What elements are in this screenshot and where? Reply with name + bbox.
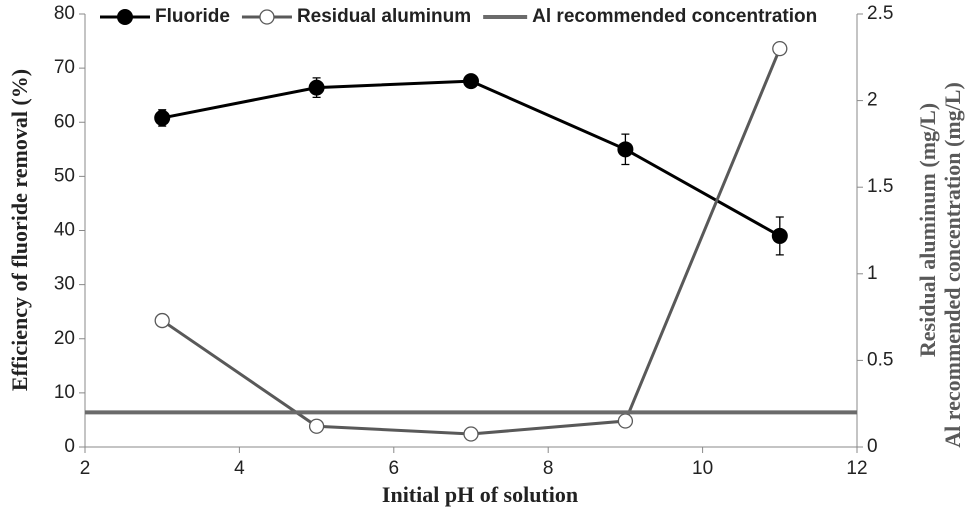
x-tick-label: 2 (80, 458, 91, 479)
y-tick-label: 80 (54, 3, 75, 24)
marker (308, 79, 325, 96)
y2-tick-label: 2 (867, 90, 878, 111)
y-tick-label: 0 (64, 436, 75, 457)
marker (154, 312, 170, 329)
x-tick-label: 8 (543, 458, 554, 479)
y2-axis-title: Al recommended concentration (mg/L) (940, 82, 965, 448)
y2-tick-label: 1.5 (867, 176, 893, 197)
x-tick-label: 12 (846, 458, 867, 479)
y-tick-label: 60 (54, 111, 75, 132)
y2-tick-label: 1 (867, 263, 878, 284)
y-tick-label: 20 (54, 328, 75, 349)
marker (308, 418, 325, 434)
legend-label: Residual aluminum (297, 6, 471, 27)
marker (617, 413, 634, 429)
y-tick-label: 50 (54, 165, 75, 186)
y2-tick-label: 0 (867, 436, 878, 457)
y-tick-label: 30 (54, 274, 75, 295)
legend-swatch (259, 9, 275, 25)
y2-axis-title: Residual aluminum (mg/L) (915, 103, 940, 357)
x-tick-label: 6 (389, 458, 400, 479)
marker (463, 426, 479, 442)
x-tick-label: 10 (692, 458, 713, 479)
y2-tick-label: 2.5 (867, 3, 893, 24)
marker (772, 40, 788, 57)
x-tick-label: 4 (234, 458, 245, 479)
y-axis-title: Efficiency of fluoride removal (%) (7, 69, 32, 391)
marker (771, 227, 788, 244)
marker (463, 73, 479, 90)
series-line (161, 48, 782, 436)
legend-label: Fluoride (155, 6, 230, 27)
y-tick-label: 70 (54, 57, 75, 78)
marker (617, 141, 634, 158)
y-tick-label: 40 (54, 220, 75, 241)
marker (154, 109, 171, 126)
series-line (161, 79, 781, 238)
y2-tick-label: 0.5 (867, 349, 893, 370)
y-tick-label: 10 (54, 382, 75, 403)
legend-label: Al recommended concentration (532, 6, 817, 27)
legend-swatch (117, 9, 133, 25)
x-axis-title: Initial pH of solution (382, 482, 578, 507)
